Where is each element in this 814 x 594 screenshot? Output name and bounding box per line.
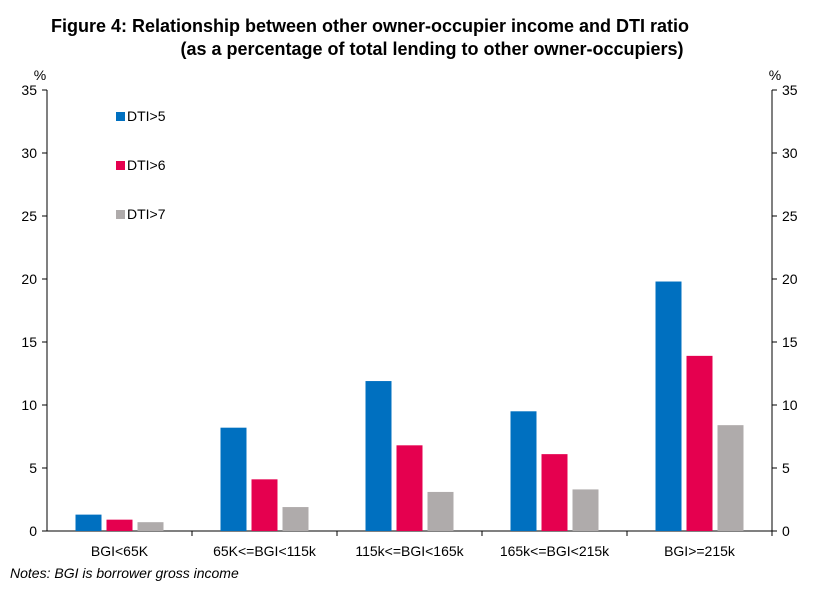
y-tick-label-left: 30 (21, 145, 37, 161)
x-tick-label: BGI>=215k (664, 543, 736, 559)
y-tick-label-right: 10 (782, 397, 798, 413)
y-tick-label-left: 0 (29, 523, 37, 539)
x-tick-label: 165k<=BGI<215k (500, 543, 610, 559)
y-tick-label-left: 10 (21, 397, 37, 413)
y-tick-label-right: 15 (782, 334, 798, 350)
bar-dti6 (106, 519, 133, 531)
bar-dti5 (655, 281, 682, 531)
chart-title: Figure 4: Relationship between other own… (50, 16, 690, 36)
y-tick-label-left: 35 (21, 82, 37, 98)
x-tick-label: 115k<=BGI<165k (355, 543, 464, 559)
legend-label: DTI>6 (127, 157, 166, 173)
bar-dti6 (541, 454, 568, 531)
y-tick-label-left: 20 (21, 271, 37, 287)
x-tick-label: BGI<65K (91, 543, 149, 559)
bar-dti6 (396, 445, 423, 531)
y-axis-unit-left: % (34, 67, 46, 83)
bar-dti6 (686, 355, 713, 531)
bar-dti7 (137, 522, 164, 531)
y-tick-label-right: 25 (782, 208, 798, 224)
y-tick-label-left: 25 (21, 208, 37, 224)
bar-dti7 (282, 507, 309, 531)
legend-swatch (116, 210, 125, 219)
y-tick-label-right: 0 (782, 523, 790, 539)
legend-label: DTI>7 (127, 206, 166, 222)
bar-dti5 (365, 381, 392, 531)
chart-note: Notes: BGI is borrower gross income (10, 565, 239, 581)
y-tick-label-left: 15 (21, 334, 37, 350)
legend-swatch (116, 161, 125, 170)
bar-dti5 (75, 514, 102, 531)
legend-label: DTI>5 (127, 108, 166, 124)
chart-subtitle: (as a percentage of total lending to oth… (180, 39, 684, 59)
bar-dti5 (510, 411, 537, 531)
legend-swatch (116, 112, 125, 121)
y-axis-unit-right: % (769, 67, 781, 83)
bar-dti7 (717, 425, 744, 531)
y-tick-label-right: 20 (782, 271, 798, 287)
bar-dti6 (251, 479, 278, 531)
y-tick-label-right: 35 (782, 82, 798, 98)
bar-dti7 (572, 489, 599, 531)
y-tick-label-left: 5 (29, 460, 37, 476)
y-tick-label-right: 30 (782, 145, 798, 161)
y-tick-label-right: 5 (782, 460, 790, 476)
bar-dti7 (427, 491, 454, 531)
bar-dti5 (220, 427, 247, 531)
x-tick-label: 65K<=BGI<115k (213, 543, 317, 559)
